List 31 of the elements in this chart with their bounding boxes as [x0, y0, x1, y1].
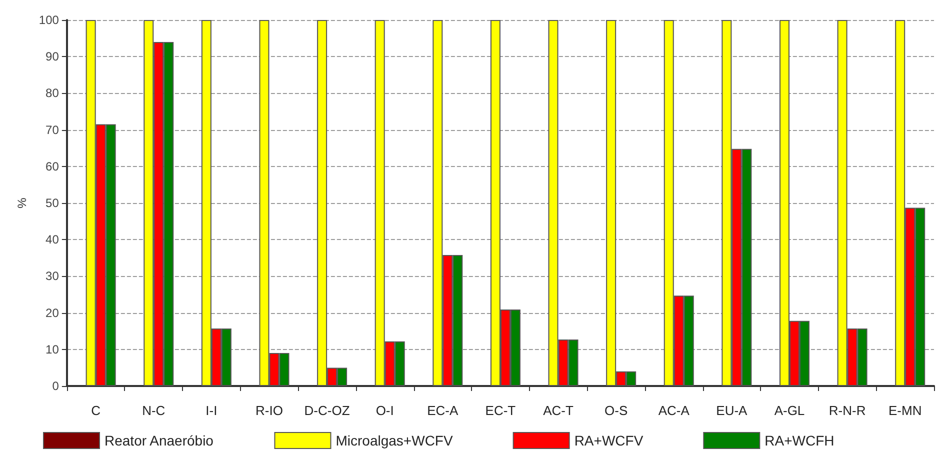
y-tick-label: 80 — [46, 86, 60, 100]
x-tick-label: AC-T — [543, 403, 574, 418]
x-tick-label: C — [91, 403, 101, 418]
x-tick-label: N-C — [142, 403, 166, 418]
x-tick-label: A-GL — [774, 403, 805, 418]
legend-label: Microalgas+WCFV — [336, 432, 454, 448]
x-tick-label: D-C-OZ — [304, 403, 350, 418]
y-tick-label: 90 — [46, 50, 60, 64]
x-tick-label: EC-A — [427, 403, 459, 418]
x-tick-label: R-N-R — [828, 403, 866, 418]
x-tick-label: E-MN — [888, 403, 922, 418]
legend-label: RA+WCFH — [764, 432, 834, 448]
y-axis-title: % — [15, 197, 29, 208]
legend-label: RA+WCFV — [574, 432, 644, 448]
x-tick-label: AC-A — [658, 403, 690, 418]
y-tick-label: 100 — [38, 13, 60, 27]
y-tick-label: 30 — [46, 269, 60, 284]
y-tick-label: 60 — [46, 159, 60, 174]
x-tick-label: I-I — [206, 403, 218, 418]
y-tick-label: 0 — [52, 379, 60, 393]
legend-label: Reator Anaeróbio — [104, 432, 214, 448]
x-tick-label: R-IO — [256, 403, 283, 418]
x-tick-label: O-S — [604, 403, 628, 418]
x-tick-label: EU-A — [716, 403, 748, 418]
y-tick-label: 10 — [46, 342, 60, 356]
x-tick-label: EC-T — [485, 403, 516, 418]
y-tick-label: 70 — [46, 122, 60, 137]
x-tick-label: O-I — [376, 403, 394, 418]
y-tick-label: 40 — [46, 232, 60, 247]
y-tick-label: 20 — [46, 306, 60, 320]
y-tick-label: 50 — [46, 196, 60, 210]
